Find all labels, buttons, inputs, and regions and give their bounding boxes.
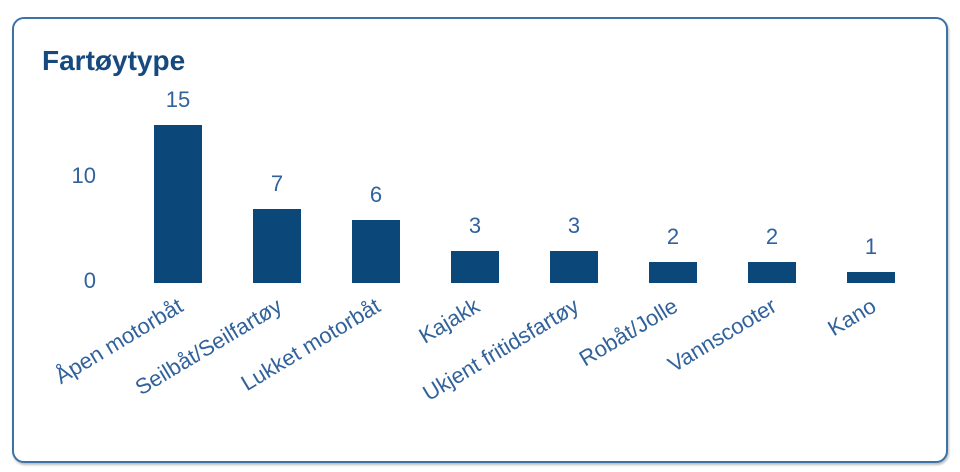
- bar-value-label: 15: [165, 87, 191, 112]
- bar-4[interactable]: [451, 251, 499, 283]
- bar-6[interactable]: [649, 262, 697, 283]
- y-tick-label: 10: [71, 163, 96, 188]
- bar-value-label: 7: [270, 171, 284, 196]
- bar-8[interactable]: [847, 272, 895, 283]
- bar-value-label: 2: [666, 224, 680, 249]
- bar-2[interactable]: [253, 209, 301, 283]
- y-tick-label: 0: [83, 268, 96, 293]
- bar-7[interactable]: [748, 262, 796, 283]
- bar-1[interactable]: [154, 125, 202, 283]
- bar-value-label: 3: [468, 213, 482, 238]
- bar-value-label: 1: [864, 234, 878, 259]
- bar-3[interactable]: [352, 220, 400, 283]
- bar-value-label: 3: [567, 213, 581, 238]
- bar-5[interactable]: [550, 251, 598, 283]
- bar-value-label: 2: [765, 224, 779, 249]
- chart-title: Fartøytype: [42, 45, 186, 76]
- bar-value-label: 6: [369, 182, 383, 207]
